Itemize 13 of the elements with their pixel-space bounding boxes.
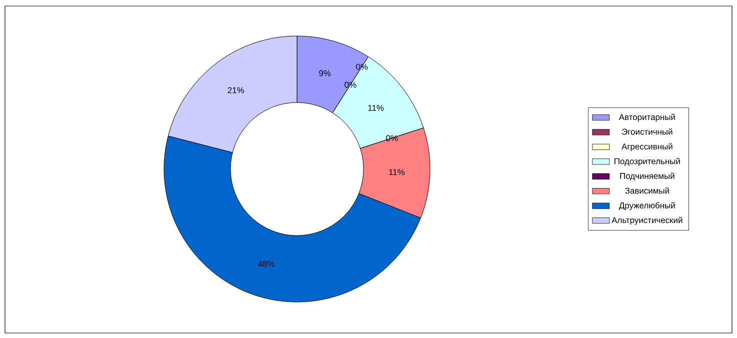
legend-label: Агрессивный bbox=[622, 143, 672, 152]
data-label: 48% bbox=[258, 260, 274, 267]
data-label: 9% bbox=[319, 70, 331, 76]
data-label: 21% bbox=[228, 87, 244, 94]
legend-label: Альтруистический bbox=[612, 216, 682, 225]
legend-label: Эгоистичный bbox=[622, 128, 672, 135]
legend-label: Подозрительный bbox=[614, 158, 680, 166]
data-label: 11% bbox=[389, 169, 405, 176]
legend-label: Авторитарный bbox=[618, 114, 675, 122]
legend-label: Зависимый bbox=[625, 187, 669, 194]
legend-label: Подчиняемый bbox=[620, 172, 674, 181]
data-label: 11% bbox=[368, 104, 384, 111]
legend-label: Дружелюбный bbox=[619, 202, 675, 210]
